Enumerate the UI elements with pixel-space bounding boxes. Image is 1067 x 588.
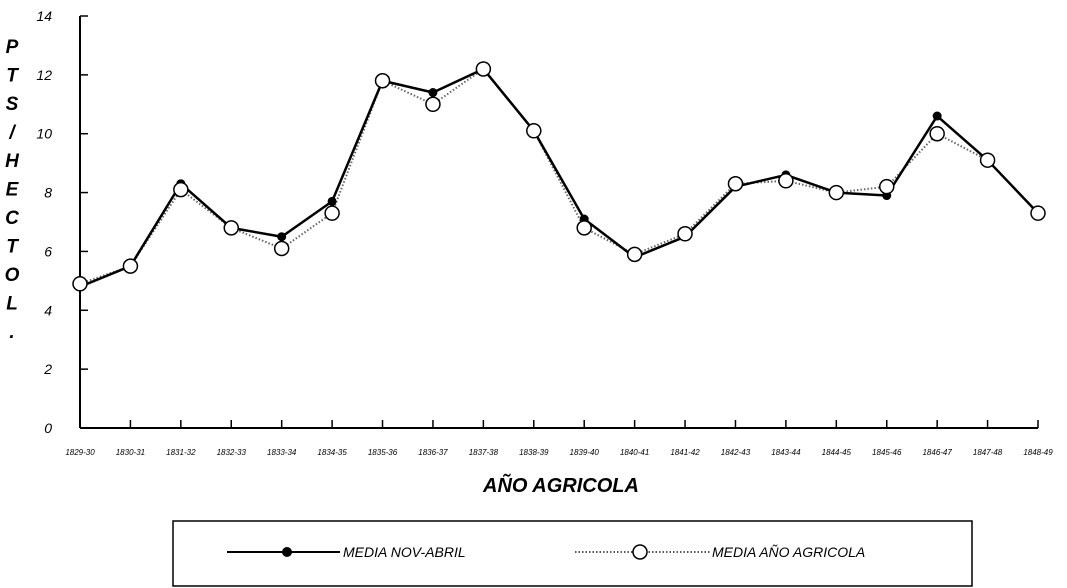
data-point-ano-agricola bbox=[324, 205, 340, 221]
x-tick-label: 1845-46 bbox=[872, 448, 902, 457]
y-tick-label: 14 bbox=[36, 8, 52, 24]
y-axis-label-letter: . bbox=[9, 322, 14, 343]
data-point-ano-agricola bbox=[626, 246, 643, 263]
x-tick-label: 1839-40 bbox=[570, 448, 600, 457]
data-point-ano-agricola bbox=[425, 96, 441, 113]
data-point-nov-abril bbox=[932, 111, 942, 121]
series-line-nov-abril bbox=[79, 67, 1039, 288]
data-point-ano-agricola bbox=[878, 178, 895, 195]
data-point-ano-agricola bbox=[223, 220, 240, 236]
y-tick-label: 10 bbox=[36, 126, 52, 142]
data-point-ano-agricola bbox=[526, 123, 542, 139]
x-tick-label: 1844-45 bbox=[822, 448, 852, 457]
y-axis-label-letter: T bbox=[6, 237, 19, 258]
data-point-ano-agricola bbox=[72, 276, 88, 292]
data-point-ano-agricola bbox=[576, 220, 592, 236]
y-axis-ticks: 0 2 4 6 8 10 12 14 bbox=[36, 8, 88, 436]
legend-box bbox=[172, 520, 973, 587]
y-axis-label-letter: P bbox=[6, 37, 19, 58]
x-tick-label: 1847-48 bbox=[973, 448, 1003, 457]
data-point-ano-agricola bbox=[778, 173, 794, 189]
data-point-ano-agricola bbox=[173, 181, 189, 198]
y-axis-label-letter: / bbox=[8, 123, 16, 144]
x-tick-label: 1829-30 bbox=[65, 448, 95, 457]
data-point-ano-agricola bbox=[475, 61, 492, 77]
data-point-ano-agricola bbox=[727, 175, 744, 192]
series-layer bbox=[72, 61, 1046, 292]
x-tick-label: 1846-47 bbox=[922, 448, 952, 457]
y-tick-label: 8 bbox=[44, 185, 52, 201]
x-tick-label: 1831-32 bbox=[166, 448, 196, 457]
x-tick-label: 1836-37 bbox=[418, 448, 448, 457]
x-tick-label: 1841-42 bbox=[670, 448, 700, 457]
data-point-ano-agricola bbox=[929, 125, 945, 142]
data-point-nov-abril bbox=[277, 232, 287, 242]
y-axis-label-letter: C bbox=[5, 208, 19, 229]
y-tick-label: 0 bbox=[44, 420, 52, 436]
x-axis-ticks: 1829-30 1830-31 1831-32 1832-33 1833-34 1834-… bbox=[65, 420, 1053, 457]
x-tick-label: 1835-36 bbox=[368, 448, 398, 457]
x-tick-label: 1838-39 bbox=[519, 448, 549, 457]
x-tick-label: 1833-34 bbox=[267, 448, 297, 457]
x-tick-label: 1837-38 bbox=[469, 448, 499, 457]
y-tick-label: 2 bbox=[43, 361, 52, 377]
data-point-ano-agricola bbox=[677, 226, 693, 242]
x-tick-label: 1848-49 bbox=[1023, 448, 1053, 457]
data-point-ano-agricola bbox=[979, 152, 996, 168]
y-axis-label-letter: T bbox=[6, 66, 19, 87]
axes bbox=[79, 16, 1038, 429]
y-tick-label: 12 bbox=[36, 67, 52, 83]
legend-marker-nov-abril bbox=[282, 547, 292, 557]
data-point-nov-abril bbox=[327, 196, 337, 206]
data-point-ano-agricola bbox=[1030, 205, 1046, 221]
y-tick-label: 4 bbox=[44, 302, 52, 318]
x-tick-label: 1830-31 bbox=[116, 448, 145, 457]
data-point-nov-abril bbox=[428, 88, 438, 98]
data-point-ano-agricola bbox=[828, 184, 845, 201]
y-tick-label: 6 bbox=[44, 243, 52, 259]
x-tick-label: 1834-35 bbox=[317, 448, 347, 457]
series-line-ano-agricola bbox=[79, 67, 1039, 285]
y-axis-label-letter: L bbox=[6, 294, 18, 315]
x-axis-title: AÑO AGRICOLA bbox=[482, 474, 639, 497]
data-point-ano-agricola bbox=[273, 240, 290, 257]
legend: MEDIA NOV-ABRIL MEDIA AÑO AGRICOLA bbox=[172, 520, 973, 587]
legend-label-nov-abril: MEDIA NOV-ABRIL bbox=[343, 544, 466, 560]
x-tick-label: 1832-33 bbox=[217, 448, 247, 457]
y-axis-label-letter: E bbox=[6, 180, 20, 201]
y-axis-label-letter: O bbox=[5, 265, 20, 286]
data-point-ano-agricola bbox=[374, 72, 391, 89]
y-axis-label-letter: S bbox=[6, 94, 19, 115]
x-tick-label: 1843-44 bbox=[771, 448, 801, 457]
data-point-ano-agricola bbox=[122, 258, 139, 274]
y-axis-label-letter: H bbox=[5, 151, 20, 172]
legend-label-ano-agricola: MEDIA AÑO AGRICOLA bbox=[712, 544, 865, 560]
legend-marker-ano-agricola bbox=[632, 544, 648, 560]
x-tick-label: 1840-41 bbox=[620, 448, 649, 457]
x-tick-label: 1842-43 bbox=[721, 448, 751, 457]
